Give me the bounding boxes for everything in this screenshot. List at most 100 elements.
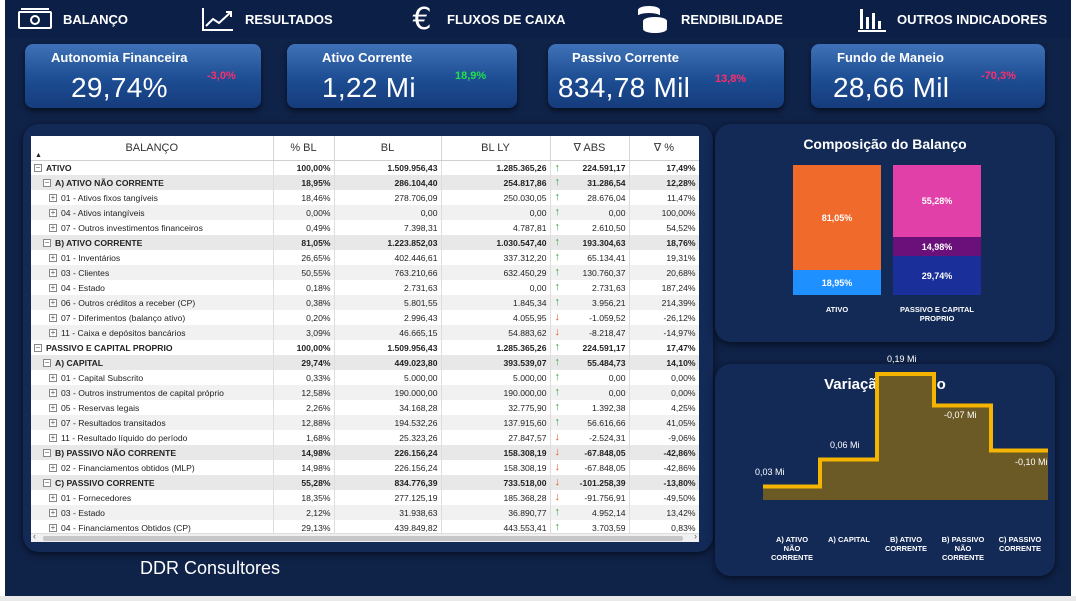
row-label-cell: +06 - Outros créditos a receber (CP) xyxy=(31,295,274,310)
table-row[interactable]: +03 - Estado 2,12% 31.938,63 36.890,77 ↑ 4.95… xyxy=(31,505,699,520)
row-label-cell: +01 - Capital Subscrito xyxy=(31,370,274,385)
var-abs-cell: ↑ 56.616,66 xyxy=(550,415,630,430)
stack-segment[interactable]: 81,05% xyxy=(793,165,881,271)
var-pct-cell: 0,83% xyxy=(629,520,699,535)
table-row[interactable]: +07 - Outros investimentos financeiros 0,… xyxy=(31,220,699,235)
column-header-balanco[interactable]: BALANÇO ▲ xyxy=(31,136,274,161)
row-label: C) PASSIVO CORRENTE xyxy=(55,477,155,488)
table-row[interactable]: − ATIVO 100,00% 1.509.956,43 1.285.365,26 ↑ 22… xyxy=(31,160,699,175)
expand-icon[interactable]: + xyxy=(49,418,57,428)
nav-balanco[interactable]: BALANÇO xyxy=(17,0,128,38)
bl-ly-cell: 0,00 xyxy=(441,205,551,220)
table-row[interactable]: − B) ATIVO CORRENTE 81,05% 1.223.852,03 1.03… xyxy=(31,235,699,250)
var-pct-cell: 214,39% xyxy=(629,295,699,310)
bl-cell: 5.000,00 xyxy=(334,370,442,385)
stack-segment[interactable]: 18,95% xyxy=(793,270,881,295)
segment-label: 14,98% xyxy=(921,241,953,252)
pct-bl-cell: 100,00% xyxy=(273,340,335,355)
kpi-title: Ativo Corrente xyxy=(322,50,413,65)
expand-icon[interactable]: + xyxy=(49,283,57,293)
table-row[interactable]: − A) ATIVO NÃO CORRENTE 18,95% 286.104,40 25… xyxy=(31,175,699,190)
table-row[interactable]: +01 - Ativos fixos tangíveis 18,46% 278.70… xyxy=(31,190,699,205)
column-header-bl[interactable]: BL xyxy=(334,136,442,161)
var-abs-cell: ↑ 193.304,63 xyxy=(550,235,630,250)
waterfall-value-label: 0,06 Mi xyxy=(830,439,860,450)
table-row[interactable]: − B) PASSIVO NÃO CORRENTE 14,98% 226.156,24… xyxy=(31,445,699,460)
nav-resultados[interactable]: RESULTADOS xyxy=(201,0,333,38)
table-row[interactable]: +11 - Caixa e depósitos bancários 3,09% 46… xyxy=(31,325,699,340)
expand-icon[interactable]: + xyxy=(49,523,57,533)
table-row[interactable]: +01 - Inventários 26,65% 402.446,61 337.312… xyxy=(31,250,699,265)
table-row[interactable]: +06 - Outros créditos a receber (CP) 0,38… xyxy=(31,295,699,310)
table-row[interactable]: +07 - Diferimentos (balanço ativo) 0,20% 2… xyxy=(31,310,699,325)
kpi-value: 834,78 Mil xyxy=(558,72,691,103)
expand-icon[interactable]: + xyxy=(49,193,57,203)
collapse-icon[interactable]: − xyxy=(43,448,51,458)
var-abs-cell: ↑ 2.731,63 xyxy=(550,280,630,295)
expand-icon[interactable]: + xyxy=(49,433,57,443)
table-row[interactable]: − A) CAPITAL 29,74% 449.023,80 393.539,07 ↑ 55… xyxy=(31,355,699,370)
scroll-left-icon[interactable]: ‹ xyxy=(33,531,36,541)
category-label-line: NÃO xyxy=(954,544,972,553)
collapse-icon[interactable]: − xyxy=(43,478,51,488)
expand-icon[interactable]: + xyxy=(49,328,57,338)
bl-cell: 0,00 xyxy=(334,205,442,220)
collapse-icon[interactable]: − xyxy=(34,163,42,173)
row-label-cell: +01 - Ativos fixos tangíveis xyxy=(31,190,274,205)
row-label-cell: − A) ATIVO NÃO CORRENTE xyxy=(31,175,274,190)
table-row[interactable]: − C) PASSIVO CORRENTE 55,28% 834.776,39 733.… xyxy=(31,475,699,490)
expand-icon[interactable]: + xyxy=(49,373,57,383)
row-label: 03 - Estado xyxy=(61,507,105,518)
table-row[interactable]: +01 - Fornecedores 18,35% 277.125,19 185.36… xyxy=(31,490,699,505)
row-label: 01 - Fornecedores xyxy=(61,492,132,503)
collapse-icon[interactable]: − xyxy=(43,238,51,248)
collapse-icon[interactable]: − xyxy=(34,343,42,353)
row-label: 07 - Resultados transitados xyxy=(61,417,166,428)
column-header-var-pct[interactable]: ∇ % xyxy=(629,136,699,161)
scrollbar-thumb[interactable] xyxy=(43,536,683,541)
expand-icon[interactable]: + xyxy=(49,223,57,233)
table-row[interactable]: +02 - Financiamentos obtidos (MLP) 14,98%… xyxy=(31,460,699,475)
arrow-down-icon: ↓ xyxy=(554,476,561,488)
expand-icon[interactable]: + xyxy=(49,508,57,518)
bl-ly-cell: 4.055,95 xyxy=(441,310,551,325)
nav-fluxos-caixa[interactable]: € FLUXOS DE CAIXA xyxy=(407,0,565,38)
table-row[interactable]: +04 - Estado 0,18% 2.731,63 0,00 ↑ 2.731,63 18… xyxy=(31,280,699,295)
collapse-icon[interactable]: − xyxy=(43,178,51,188)
table-row[interactable]: +11 - Resultado líquido do período 1,68% 2… xyxy=(31,430,699,445)
horizontal-scrollbar[interactable]: ‹ › xyxy=(31,531,699,542)
column-header-pct-bl[interactable]: % BL xyxy=(273,136,335,161)
kpi-delta: -70,3% xyxy=(981,70,1016,82)
row-label-cell: +04 - Financiamentos Obtidos (CP) xyxy=(31,520,274,535)
expand-icon[interactable]: + xyxy=(49,463,57,473)
table-row[interactable]: +04 - Ativos intangíveis 0,00% 0,00 0,00 ↑ 0,… xyxy=(31,205,699,220)
pct-bl-cell: 14,98% xyxy=(273,460,335,475)
collapse-icon[interactable]: − xyxy=(43,358,51,368)
table-row[interactable]: +03 - Outros instrumentos de capital pró… xyxy=(31,385,699,400)
expand-icon[interactable]: + xyxy=(49,208,57,218)
expand-icon[interactable]: + xyxy=(49,493,57,503)
pct-bl-cell: 12,88% xyxy=(273,415,335,430)
table-row[interactable]: +07 - Resultados transitados 12,88% 194.53… xyxy=(31,415,699,430)
table-row[interactable]: +05 - Reservas legais 2,26% 34.168,28 32.77… xyxy=(31,400,699,415)
stack-segment[interactable]: 14,98% xyxy=(893,236,981,257)
expand-icon[interactable]: + xyxy=(49,388,57,398)
column-header-bl-ly[interactable]: BL LY xyxy=(441,136,551,161)
expand-icon[interactable]: + xyxy=(49,313,57,323)
table-row[interactable]: − PASSIVO E CAPITAL PROPRIO 100,00% 1.509.9… xyxy=(31,340,699,355)
stack-segment[interactable]: 55,28% xyxy=(893,165,981,237)
table-row[interactable]: +03 - Clientes 50,55% 763.210,66 632.450,29… xyxy=(31,265,699,280)
nav-outros-indicadores[interactable]: OUTROS INDICADORES xyxy=(857,0,1047,38)
expand-icon[interactable]: + xyxy=(49,253,57,263)
nav-rendibilidade[interactable]: RENDIBILIDADE xyxy=(635,0,783,38)
stack-segment[interactable]: 29,74% xyxy=(893,256,981,295)
expand-icon[interactable]: + xyxy=(49,268,57,278)
expand-icon[interactable]: + xyxy=(49,298,57,308)
chart-title: Composição do Balanço xyxy=(803,136,967,152)
expand-icon[interactable]: + xyxy=(49,403,57,413)
table-row[interactable]: +01 - Capital Subscrito 0,33% 5.000,00 5.00… xyxy=(31,370,699,385)
table-row[interactable]: +04 - Financiamentos Obtidos (CP) 29,13% 4… xyxy=(31,520,699,535)
var-pct-cell: 0,00% xyxy=(629,385,699,400)
scroll-right-icon[interactable]: › xyxy=(694,531,697,541)
column-header-var-abs[interactable]: ∇ ABS xyxy=(550,136,630,161)
